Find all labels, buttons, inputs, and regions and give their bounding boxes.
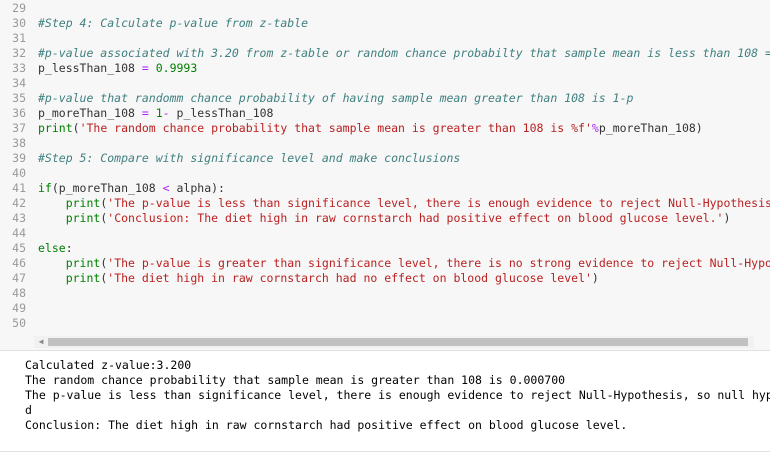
line-number: 44 bbox=[12, 226, 26, 240]
code-line[interactable]: 43 print('Conclusion: The diet high in r… bbox=[0, 211, 770, 226]
line-number: 30 bbox=[12, 16, 26, 30]
code-text: #p-value that randomm chance probability… bbox=[38, 91, 634, 105]
line-number: 43 bbox=[12, 211, 26, 225]
code-text: #p-value associated with 3.20 from z-tab… bbox=[38, 46, 770, 60]
code-line[interactable]: 41 if(p_moreThan_108 < alpha): bbox=[0, 181, 770, 196]
code-line[interactable]: 35 #p-value that randomm chance probabili… bbox=[0, 91, 770, 106]
code-line[interactable]: 31 bbox=[0, 31, 770, 46]
code-line[interactable]: 30 #Step 4: Calculate p-value from z-tabl… bbox=[0, 16, 770, 31]
line-number: 49 bbox=[12, 301, 26, 315]
code-text: if(p_moreThan_108 < alpha): bbox=[38, 181, 225, 195]
code-line[interactable]: 47 print('The diet high in raw cornstarc… bbox=[0, 271, 770, 286]
line-number: 36 bbox=[12, 106, 26, 120]
output-line: Calculated z-value:3.200 bbox=[25, 358, 192, 372]
code-line[interactable]: 34 bbox=[0, 76, 770, 91]
scroll-left-icon[interactable]: ◀ bbox=[38, 337, 44, 346]
scrollbar-thumb[interactable] bbox=[48, 338, 748, 346]
code-line[interactable]: 48 bbox=[0, 286, 770, 301]
code-line[interactable]: 42 print('The p-value is less than signi… bbox=[0, 196, 770, 211]
code-line[interactable]: 45 else: bbox=[0, 241, 770, 256]
line-number: 50 bbox=[12, 316, 26, 330]
code-text: #Step 4: Calculate p-value from z-table bbox=[38, 16, 309, 30]
line-number: 40 bbox=[12, 166, 26, 180]
code-line[interactable]: 49 bbox=[0, 301, 770, 316]
code-line[interactable]: 29 bbox=[0, 1, 770, 16]
code-text: print('The p-value is greater than signi… bbox=[65, 256, 770, 270]
line-number: 39 bbox=[12, 151, 26, 165]
code-line[interactable]: 33 p_lessThan_108 = 0.9993 bbox=[0, 61, 770, 76]
line-number: 47 bbox=[12, 271, 26, 285]
code-text: print('The diet high in raw cornstarch h… bbox=[65, 271, 599, 285]
code-line[interactable]: 50 bbox=[0, 316, 770, 331]
output-line: d bbox=[25, 403, 32, 417]
code-editor[interactable]: 29 30 #Step 4: Calculate p-value from z-ta… bbox=[0, 0, 770, 351]
code-line[interactable]: 39 #Step 5: Compare with significance lev… bbox=[0, 151, 770, 166]
line-number: 42 bbox=[12, 196, 26, 210]
line-number: 37 bbox=[12, 121, 26, 135]
code-line[interactable]: 40 bbox=[0, 166, 770, 181]
line-number: 48 bbox=[12, 286, 26, 300]
output-line: Conclusion: The diet high in raw cornsta… bbox=[25, 418, 628, 432]
horizontal-scrollbar[interactable]: ◀ bbox=[34, 336, 754, 348]
cell-output: Calculated z-value:3.200 The random chanc… bbox=[0, 352, 770, 454]
line-number: 34 bbox=[12, 76, 26, 90]
code-line[interactable]: 38 bbox=[0, 136, 770, 151]
code-line[interactable]: 46 print('The p-value is greater than si… bbox=[0, 256, 770, 271]
code-line[interactable]: 44 bbox=[0, 226, 770, 241]
code-text: p_moreThan_108 = 1- p_lessThan_108 bbox=[38, 106, 274, 120]
line-number: 29 bbox=[12, 1, 26, 15]
line-number: 46 bbox=[12, 256, 26, 270]
line-number: 35 bbox=[12, 91, 26, 105]
line-number: 45 bbox=[12, 241, 26, 255]
divider bbox=[0, 451, 770, 452]
code-text: print('The random chance probability tha… bbox=[38, 121, 703, 135]
line-number: 31 bbox=[12, 31, 26, 45]
code-text: else: bbox=[38, 241, 73, 255]
code-text: print('Conclusion: The diet high in raw … bbox=[65, 211, 731, 225]
code-line[interactable]: 37 print('The random chance probability t… bbox=[0, 121, 770, 136]
line-number: 38 bbox=[12, 136, 26, 150]
code-text: print('The p-value is less than signific… bbox=[65, 196, 770, 210]
output-line: The p-value is less than significance le… bbox=[25, 388, 770, 402]
line-number: 33 bbox=[12, 61, 26, 75]
line-number: 32 bbox=[12, 46, 26, 60]
code-text: #Step 5: Compare with significance level… bbox=[38, 151, 461, 165]
output-line: The random chance probability that sampl… bbox=[25, 373, 566, 387]
code-line[interactable]: 36 p_moreThan_108 = 1- p_lessThan_108 bbox=[0, 106, 770, 121]
line-number-gutter bbox=[0, 0, 30, 336]
code-line[interactable]: 32 #p-value associated with 3.20 from z-t… bbox=[0, 46, 770, 61]
line-number: 41 bbox=[12, 181, 26, 195]
code-text: p_lessThan_108 = 0.9993 bbox=[38, 61, 198, 75]
